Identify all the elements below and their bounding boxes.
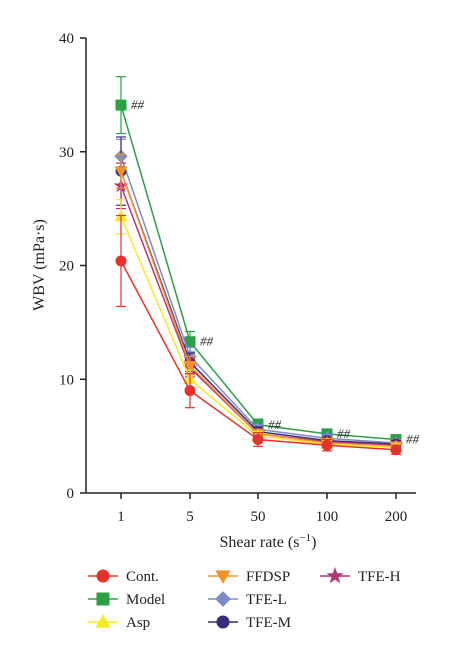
legend-item: FFDSP xyxy=(208,569,290,585)
legend-item: TFE-M xyxy=(208,615,291,631)
y-tick-label: 10 xyxy=(59,372,74,388)
x-tick-label: 100 xyxy=(316,509,339,525)
legend-item: TFE-L xyxy=(208,591,287,608)
series-tfe-m xyxy=(115,136,402,450)
x-tick-label: 5 xyxy=(186,509,194,525)
series-line xyxy=(120,216,397,449)
data-point xyxy=(115,255,127,267)
data-point xyxy=(184,385,196,397)
legend-item: Asp xyxy=(88,614,150,631)
legend-label: Asp xyxy=(126,615,150,631)
data-point xyxy=(183,360,197,373)
significance-annotation: ## xyxy=(268,417,282,432)
legend-marker xyxy=(96,592,110,606)
y-tick-label: 0 xyxy=(67,486,75,502)
legend-label: TFE-M xyxy=(246,615,291,631)
legend-item: TFE-H xyxy=(320,566,401,585)
y-tick-label: 40 xyxy=(59,31,74,47)
data-point xyxy=(115,99,127,111)
series-line xyxy=(120,156,397,444)
series-cont xyxy=(115,214,402,456)
series-asp xyxy=(114,198,403,453)
y-ticks: 0 10 20 30 40 xyxy=(59,31,86,502)
series-tfe-l xyxy=(114,138,403,450)
legend-marker xyxy=(215,570,231,584)
legend-label: FFDSP xyxy=(246,569,290,585)
significance-annotation: ## xyxy=(337,426,351,441)
series-line xyxy=(120,170,397,448)
legend-item: Cont. xyxy=(88,569,159,585)
legend-label: Model xyxy=(126,592,165,608)
y-axis-label: WBV (mPa·s) xyxy=(31,219,48,311)
legend-marker xyxy=(96,569,110,583)
series-line xyxy=(120,104,397,441)
data-point xyxy=(321,439,333,451)
legend-marker xyxy=(95,614,111,628)
legend-marker xyxy=(215,591,231,607)
series-tfe-h xyxy=(113,162,404,452)
series-line xyxy=(120,170,397,445)
legend-label: TFE-H xyxy=(358,569,401,585)
series-layer xyxy=(113,76,404,456)
data-point xyxy=(114,166,128,178)
significance-annotation: ## xyxy=(200,334,214,349)
legend-marker xyxy=(216,615,230,629)
x-tick-label: 50 xyxy=(251,509,266,525)
series-model xyxy=(115,76,402,446)
data-point xyxy=(252,434,264,446)
x-tick-label: 1 xyxy=(117,509,125,525)
significance-annotation: ## xyxy=(406,432,420,447)
data-point xyxy=(390,444,402,456)
y-tick-label: 30 xyxy=(59,145,74,161)
x-tick-label: 200 xyxy=(385,509,408,525)
significance-annotation: ## xyxy=(131,97,145,112)
legend-item: Model xyxy=(88,592,165,608)
legend: Cont. Model Asp FFDSP TFE-L TFE-M TFE-H xyxy=(88,566,401,631)
y-tick-label: 20 xyxy=(59,259,74,275)
x-ticks: 1 5 50 100 200 xyxy=(117,493,407,525)
legend-label: TFE-L xyxy=(246,592,287,608)
legend-label: Cont. xyxy=(126,569,159,585)
x-axis-label: Shear rate (s−1) xyxy=(219,532,316,551)
annotations: ## ## ## ## ## xyxy=(131,97,420,446)
legend-marker xyxy=(326,566,344,584)
